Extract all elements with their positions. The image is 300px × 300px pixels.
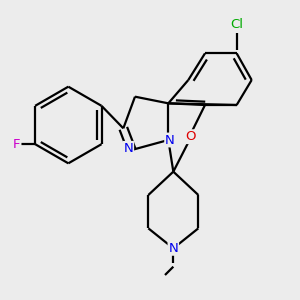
Text: N: N [165, 134, 175, 146]
Text: Cl: Cl [230, 19, 243, 32]
Text: F: F [13, 138, 21, 151]
Text: N: N [169, 242, 178, 255]
Text: O: O [185, 130, 195, 143]
Text: N: N [124, 142, 133, 155]
